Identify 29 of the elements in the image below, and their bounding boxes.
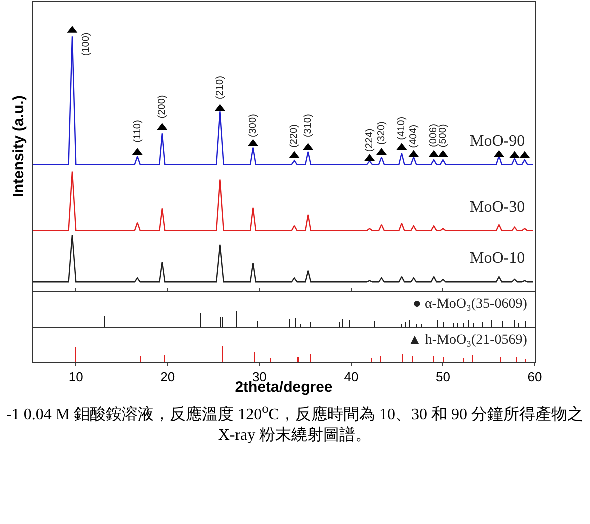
series-label: MoO-10 xyxy=(470,250,526,267)
annotation: (006) xyxy=(428,124,440,148)
x-tick-label: 20 xyxy=(160,370,176,385)
point xyxy=(248,139,258,146)
x-tick-label: 40 xyxy=(344,370,359,385)
annotation: (310) xyxy=(303,114,314,138)
annotation: (210) xyxy=(215,76,226,100)
annotation: (224) xyxy=(364,128,376,152)
annotation: (404) xyxy=(408,124,420,148)
y-axis-title: Intensity (a.u.) xyxy=(10,96,28,198)
annotation: ▲ h-MoO₃(21-0569) xyxy=(408,333,528,348)
x-tick-label: 10 xyxy=(68,370,84,385)
x-tick-label: 50 xyxy=(436,370,450,385)
annotation: (200) xyxy=(157,95,168,119)
annotation: (220) xyxy=(289,124,300,148)
text: -1 0.04 M 鉬酸銨溶液，反應溫度 120$^{o}$C，反應時間為 10、30 和 90 分鐘所得產物之 X-ray 粉末繞射圖譜。 xyxy=(6,400,584,446)
series-label: MoO-30 xyxy=(470,199,526,216)
series-label: MoO-90 xyxy=(470,133,526,150)
point xyxy=(494,150,504,158)
annotation: (410) xyxy=(396,116,408,140)
annotation: ● α-MoO₃(35-0609) xyxy=(413,297,528,312)
annotation: (500) xyxy=(438,124,449,148)
annotation: (320) xyxy=(376,122,388,145)
annotation: (110) xyxy=(132,120,144,143)
annotation: (100) xyxy=(80,32,92,56)
annotation: (300) xyxy=(248,114,260,138)
point xyxy=(438,150,448,158)
x-tick-label: 30 xyxy=(252,370,267,385)
x-tick-label: 60 xyxy=(528,370,542,385)
